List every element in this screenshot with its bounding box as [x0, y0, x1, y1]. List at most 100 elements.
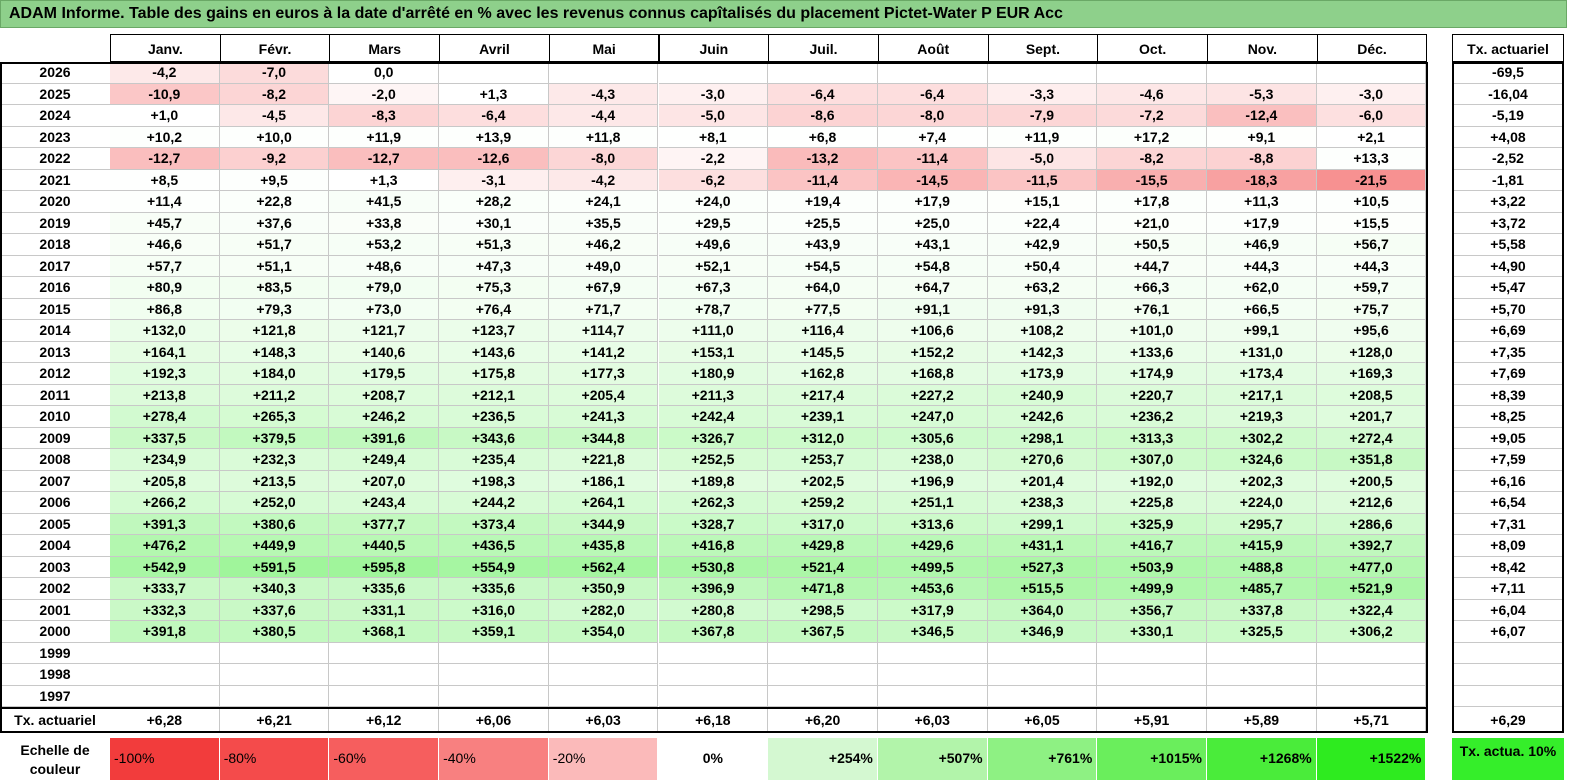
table-cell[interactable]: +242,6 — [987, 406, 1098, 428]
table-cell[interactable]: +239,1 — [768, 406, 878, 428]
table-cell[interactable]: +121,8 — [219, 320, 330, 342]
table-cell[interactable]: +196,9 — [877, 470, 988, 492]
table-cell[interactable]: +200,5 — [1316, 470, 1427, 492]
table-cell[interactable]: +46,2 — [548, 234, 659, 256]
table-cell[interactable]: +51,7 — [219, 234, 330, 256]
table-cell[interactable]: +66,3 — [1097, 277, 1207, 299]
table-cell[interactable]: +313,3 — [1097, 427, 1207, 449]
table-cell[interactable]: +377,7 — [329, 513, 440, 535]
table-cell[interactable]: -8,0 — [548, 148, 659, 170]
table-cell[interactable] — [219, 664, 330, 686]
table-cell[interactable]: +8,5 — [110, 169, 220, 191]
table-cell[interactable] — [548, 62, 659, 84]
table-cell[interactable]: +15,5 — [1316, 212, 1427, 234]
table-cell[interactable]: +75,3 — [439, 277, 549, 299]
table-cell[interactable]: +1,0 — [110, 105, 220, 127]
table-cell[interactable]: +337,6 — [219, 599, 330, 621]
table-cell[interactable]: +503,9 — [1097, 556, 1207, 578]
table-cell[interactable]: -2,0 — [329, 83, 440, 105]
table-cell[interactable]: +79,0 — [329, 277, 440, 299]
table-cell[interactable]: +49,6 — [658, 234, 769, 256]
table-cell[interactable]: +67,3 — [658, 277, 769, 299]
table-cell[interactable]: +488,8 — [1207, 556, 1317, 578]
table-cell[interactable]: +51,3 — [439, 234, 549, 256]
table-cell[interactable]: +380,6 — [219, 513, 330, 535]
table-cell[interactable]: +521,9 — [1316, 578, 1427, 600]
table-cell[interactable]: +272,4 — [1316, 427, 1427, 449]
table-cell[interactable]: +262,3 — [658, 492, 769, 514]
table-cell[interactable]: +527,3 — [987, 556, 1098, 578]
table-cell[interactable]: -4,2 — [548, 169, 659, 191]
table-cell[interactable]: +340,3 — [219, 578, 330, 600]
table-cell[interactable]: +153,1 — [658, 341, 769, 363]
table-cell[interactable]: +307,0 — [1097, 449, 1207, 471]
table-cell[interactable]: +50,4 — [987, 255, 1098, 277]
table-cell[interactable]: -3,0 — [1316, 83, 1427, 105]
table-cell[interactable] — [110, 664, 220, 686]
table-cell[interactable]: -8,6 — [768, 105, 878, 127]
table-cell[interactable]: +17,8 — [1097, 191, 1207, 213]
table-cell[interactable]: +326,7 — [658, 427, 769, 449]
table-cell[interactable] — [987, 642, 1098, 664]
table-cell[interactable]: +164,1 — [110, 341, 220, 363]
table-cell[interactable]: +132,0 — [110, 320, 220, 342]
table-cell[interactable]: -6,2 — [658, 169, 769, 191]
table-cell[interactable]: +186,1 — [548, 470, 659, 492]
table-cell[interactable]: +264,1 — [548, 492, 659, 514]
table-cell[interactable]: -7,9 — [987, 105, 1098, 127]
table-cell[interactable] — [1207, 62, 1317, 84]
table-cell[interactable]: +24,0 — [658, 191, 769, 213]
table-cell[interactable]: +591,5 — [219, 556, 330, 578]
table-cell[interactable] — [329, 685, 440, 707]
table-cell[interactable]: +242,4 — [658, 406, 769, 428]
table-cell[interactable]: +17,9 — [877, 191, 988, 213]
table-cell[interactable]: +202,5 — [768, 470, 878, 492]
table-cell[interactable]: +235,4 — [439, 449, 549, 471]
table-cell[interactable]: +429,8 — [768, 535, 878, 557]
table-cell[interactable]: +46,9 — [1207, 234, 1317, 256]
table-cell[interactable]: +25,0 — [877, 212, 988, 234]
table-cell[interactable]: +45,7 — [110, 212, 220, 234]
table-cell[interactable]: +299,1 — [987, 513, 1098, 535]
table-cell[interactable]: -6,4 — [439, 105, 549, 127]
table-cell[interactable]: +192,3 — [110, 363, 220, 385]
table-cell[interactable]: +33,8 — [329, 212, 440, 234]
table-cell[interactable]: -8,0 — [877, 105, 988, 127]
table-cell[interactable]: -12,7 — [329, 148, 440, 170]
table-cell[interactable] — [548, 664, 659, 686]
table-cell[interactable]: +220,7 — [1097, 384, 1207, 406]
table-cell[interactable]: +282,0 — [548, 599, 659, 621]
table-cell[interactable]: +11,9 — [987, 126, 1098, 148]
table-cell[interactable]: +595,8 — [329, 556, 440, 578]
table-cell[interactable]: +554,9 — [439, 556, 549, 578]
table-cell[interactable]: +62,0 — [1207, 277, 1317, 299]
table-cell[interactable] — [548, 642, 659, 664]
table-cell[interactable] — [768, 664, 878, 686]
table-cell[interactable]: -4,3 — [548, 83, 659, 105]
table-cell[interactable]: +253,7 — [768, 449, 878, 471]
table-cell[interactable]: -5,0 — [987, 148, 1098, 170]
table-cell[interactable]: +54,8 — [877, 255, 988, 277]
table-cell[interactable] — [877, 685, 988, 707]
table-cell[interactable]: +108,2 — [987, 320, 1098, 342]
table-cell[interactable]: +212,1 — [439, 384, 549, 406]
table-cell[interactable]: -3,1 — [439, 169, 549, 191]
table-cell[interactable]: +392,7 — [1316, 535, 1427, 557]
table-cell[interactable]: -5,0 — [658, 105, 769, 127]
table-cell[interactable]: +114,7 — [548, 320, 659, 342]
table-cell[interactable]: +207,0 — [329, 470, 440, 492]
table-cell[interactable]: +302,2 — [1207, 427, 1317, 449]
table-cell[interactable]: +333,7 — [110, 578, 220, 600]
table-cell[interactable]: +8,1 — [658, 126, 769, 148]
table-cell[interactable]: -4,2 — [110, 62, 220, 84]
table-cell[interactable]: -15,5 — [1097, 169, 1207, 191]
table-cell[interactable]: +174,9 — [1097, 363, 1207, 385]
table-cell[interactable]: +9,1 — [1207, 126, 1317, 148]
table-cell[interactable]: 0,0 — [329, 62, 440, 84]
table-cell[interactable]: +212,6 — [1316, 492, 1427, 514]
table-cell[interactable]: +184,0 — [219, 363, 330, 385]
table-cell[interactable] — [877, 642, 988, 664]
table-cell[interactable]: -7,0 — [219, 62, 330, 84]
table-cell[interactable] — [658, 642, 769, 664]
table-cell[interactable]: -7,2 — [1097, 105, 1207, 127]
